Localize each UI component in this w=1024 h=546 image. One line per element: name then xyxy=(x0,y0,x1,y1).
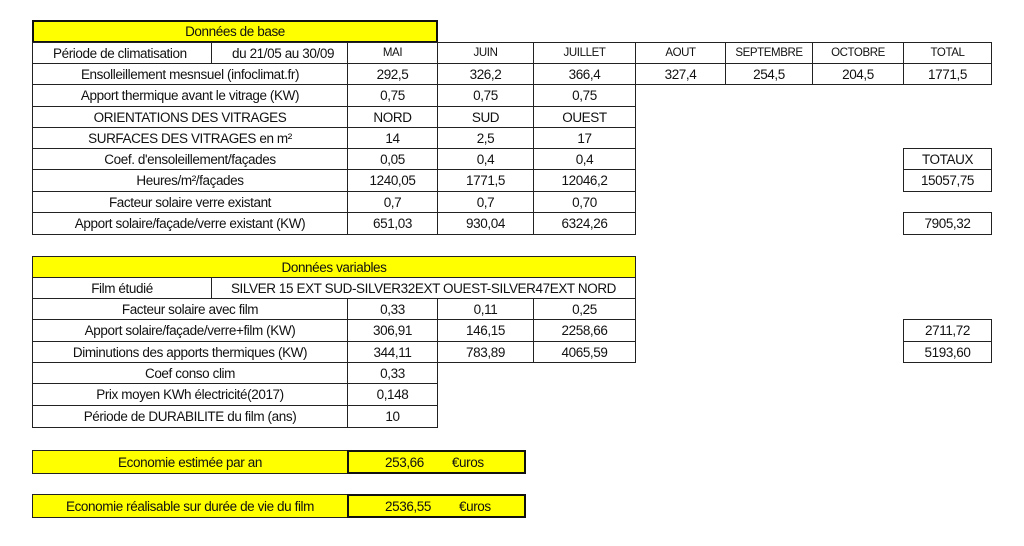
currency-label: €uros xyxy=(459,498,491,514)
prix-value: 0,148 xyxy=(347,383,438,406)
ensoleillement-cell: 254,5 xyxy=(725,63,813,85)
ensoleillement-cell: 292,5 xyxy=(347,63,438,85)
currency-label: €uros xyxy=(451,454,484,470)
ensoleillement-cell: 326,2 xyxy=(437,63,534,85)
coef-conso-label: Coef conso clim xyxy=(32,362,348,384)
ensoleillement-cell: 204,5 xyxy=(812,63,904,85)
apport-film-total: 2711,72 xyxy=(903,319,992,342)
coef-label: Coef. d'ensoleillement/façades xyxy=(32,148,348,170)
facteur-cell: 0,70 xyxy=(533,191,636,213)
coef-conso-value: 0,33 xyxy=(347,362,438,384)
surfaces-cell: 17 xyxy=(533,127,636,149)
periode-label: Période de climatisation xyxy=(32,42,212,64)
apport-film-cell: 146,15 xyxy=(437,319,534,342)
orientations-cell: NORD xyxy=(347,106,438,128)
variables-title: Données variables xyxy=(32,256,636,278)
coef-cell: 0,4 xyxy=(533,148,636,170)
apport-thermique-cell: 0,75 xyxy=(437,84,534,107)
month-header: JUILLET xyxy=(533,42,636,64)
diminution-cell: 783,89 xyxy=(437,341,534,363)
month-header: SEPTEMBRE xyxy=(725,42,813,64)
diminution-cell: 4065,59 xyxy=(533,341,636,363)
heures-total: 15057,75 xyxy=(903,169,992,192)
facteur-film-label: Facteur solaire avec film xyxy=(32,298,348,320)
apport-thermique-cell: 0,75 xyxy=(347,84,438,107)
facteur-film-cell: 0,33 xyxy=(347,298,438,320)
lifetime-savings-value: 2536,55 xyxy=(385,498,431,514)
facteur-film-cell: 0,11 xyxy=(437,298,534,320)
apport-thermique-cell: 0,75 xyxy=(533,84,636,107)
ensoleillement-cell: 1771,5 xyxy=(903,63,992,85)
coef-cell: 0,05 xyxy=(347,148,438,170)
month-header: OCTOBRE xyxy=(812,42,904,64)
coef-cell: 0,4 xyxy=(437,148,534,170)
heures-label: Heures/m²/façades xyxy=(32,169,348,192)
apport-solaire-cell: 651,03 xyxy=(347,212,438,235)
surfaces-cell: 2,5 xyxy=(437,127,534,149)
annual-savings-value-box: 253,66 €uros xyxy=(347,450,526,474)
month-header: MAI xyxy=(347,42,438,64)
heures-cell: 1771,5 xyxy=(437,169,534,192)
surfaces-cell: 14 xyxy=(347,127,438,149)
facteur-label: Facteur solaire verre existant xyxy=(32,191,348,213)
totaux-label: TOTAUX xyxy=(903,148,992,170)
facteur-cell: 0,7 xyxy=(437,191,534,213)
surfaces-label: SURFACES DES VITRAGES en m² xyxy=(32,127,348,149)
base-title: Données de base xyxy=(32,20,438,43)
lifetime-savings-value-box: 2536,55 €uros xyxy=(347,494,526,518)
apport-film-label: Apport solaire/façade/verre+film (KW) xyxy=(32,319,348,342)
film-label: Film étudié xyxy=(32,277,212,299)
month-header: TOTAL xyxy=(903,42,992,64)
diminution-cell: 344,11 xyxy=(347,341,438,363)
periode-value: du 21/05 au 30/09 xyxy=(211,42,348,64)
month-header: AOUT xyxy=(635,42,726,64)
apport-film-cell: 306,91 xyxy=(347,319,438,342)
prix-label: Prix moyen KWh électricité(2017) xyxy=(32,383,348,406)
orientations-cell: OUEST xyxy=(533,106,636,128)
heures-cell: 12046,2 xyxy=(533,169,636,192)
lifetime-savings-label: Economie réalisable sur durée de vie du … xyxy=(32,494,348,518)
durabilite-label: Période de DURABILITE du film (ans) xyxy=(32,405,348,428)
apport-solaire-label: Apport solaire/façade/verre existant (KW… xyxy=(32,212,348,235)
orientations-cell: SUD xyxy=(437,106,534,128)
ensoleillement-cell: 327,4 xyxy=(635,63,726,85)
apport-solaire-cell: 930,04 xyxy=(437,212,534,235)
ensoleillement-label: Ensolleillement mesnsuel (infoclimat.fr) xyxy=(32,63,348,85)
apport-solaire-total: 7905,32 xyxy=(903,212,992,235)
apport-film-cell: 2258,66 xyxy=(533,319,636,342)
apport-solaire-cell: 6324,26 xyxy=(533,212,636,235)
annual-savings-label: Economie estimée par an xyxy=(32,450,348,474)
orientations-label: ORIENTATIONS DES VITRAGES xyxy=(32,106,348,128)
diminution-total: 5193,60 xyxy=(903,341,992,363)
durabilite-value: 10 xyxy=(347,405,438,428)
annual-savings-value: 253,66 xyxy=(385,454,424,470)
heures-cell: 1240,05 xyxy=(347,169,438,192)
month-header: JUIN xyxy=(437,42,534,64)
ensoleillement-cell: 366,4 xyxy=(533,63,636,85)
facteur-cell: 0,7 xyxy=(347,191,438,213)
facteur-film-cell: 0,25 xyxy=(533,298,636,320)
film-value: SILVER 15 EXT SUD-SILVER32EXT OUEST-SILV… xyxy=(211,277,636,299)
apport-thermique-label: Apport thermique avant le vitrage (KW) xyxy=(32,84,348,107)
diminution-label: Diminutions des apports thermiques (KW) xyxy=(32,341,348,363)
